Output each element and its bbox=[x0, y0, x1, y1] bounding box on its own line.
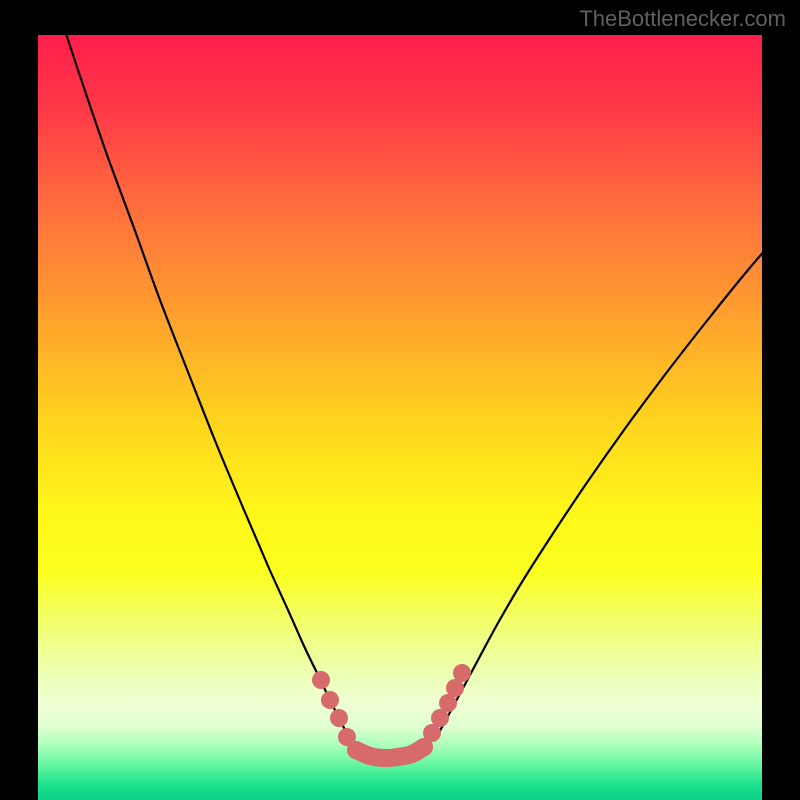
plot-area bbox=[38, 35, 762, 800]
watermark-text: TheBottlenecker.com bbox=[579, 6, 786, 32]
chart-frame: TheBottlenecker.com bbox=[0, 0, 800, 800]
